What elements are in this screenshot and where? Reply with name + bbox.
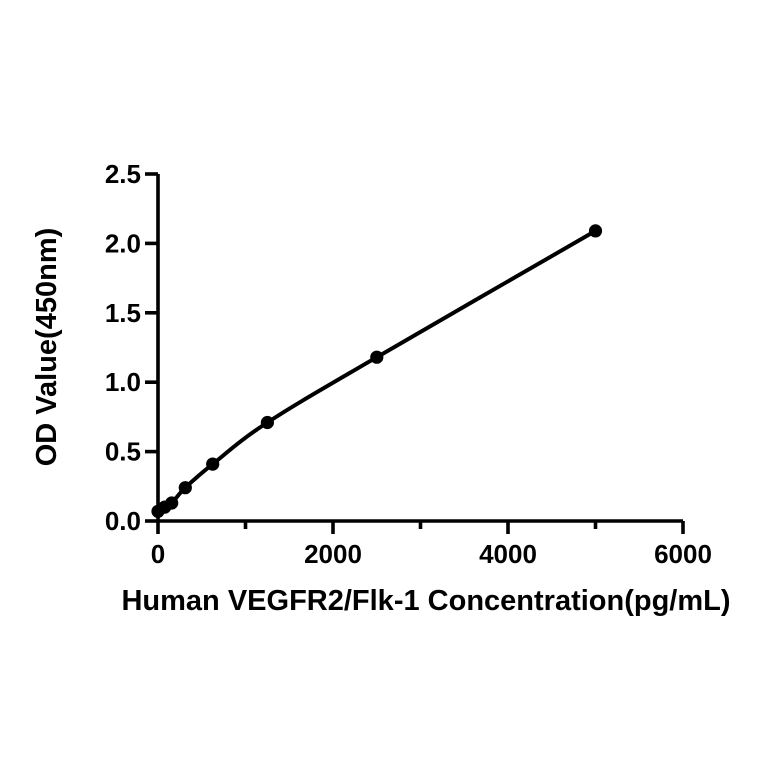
y-tick-label: 2.5 xyxy=(105,159,141,189)
data-point xyxy=(588,224,603,238)
y-tick-label: 1.0 xyxy=(105,367,141,397)
x-tick-label: 0 xyxy=(151,539,165,569)
axes-lines xyxy=(156,174,683,523)
data-point xyxy=(206,457,220,471)
standard-curve-line xyxy=(156,228,598,514)
data-point xyxy=(165,496,179,510)
plot-area: 0.0 0.5 1.0 1.5 2.0 2.5 0 2000 4000 6000 xyxy=(105,159,712,569)
data-point xyxy=(370,350,384,364)
data-point xyxy=(178,481,192,495)
y-tick-label: 2.0 xyxy=(105,228,141,258)
x-axis-title: Human VEGFR2/Flk-1 Concentration(pg/mL) xyxy=(121,585,730,617)
x-tick-label: 2000 xyxy=(304,539,362,569)
y-tick-label: 1.5 xyxy=(105,298,141,328)
x-tick-label: 4000 xyxy=(479,539,537,569)
y-axis-title: OD Value(450nm) xyxy=(31,228,63,467)
y-tick-label: 0.5 xyxy=(105,437,141,467)
data-point xyxy=(260,415,274,430)
x-tick-label: 6000 xyxy=(654,539,712,569)
y-tick-label: 0.0 xyxy=(105,506,141,536)
